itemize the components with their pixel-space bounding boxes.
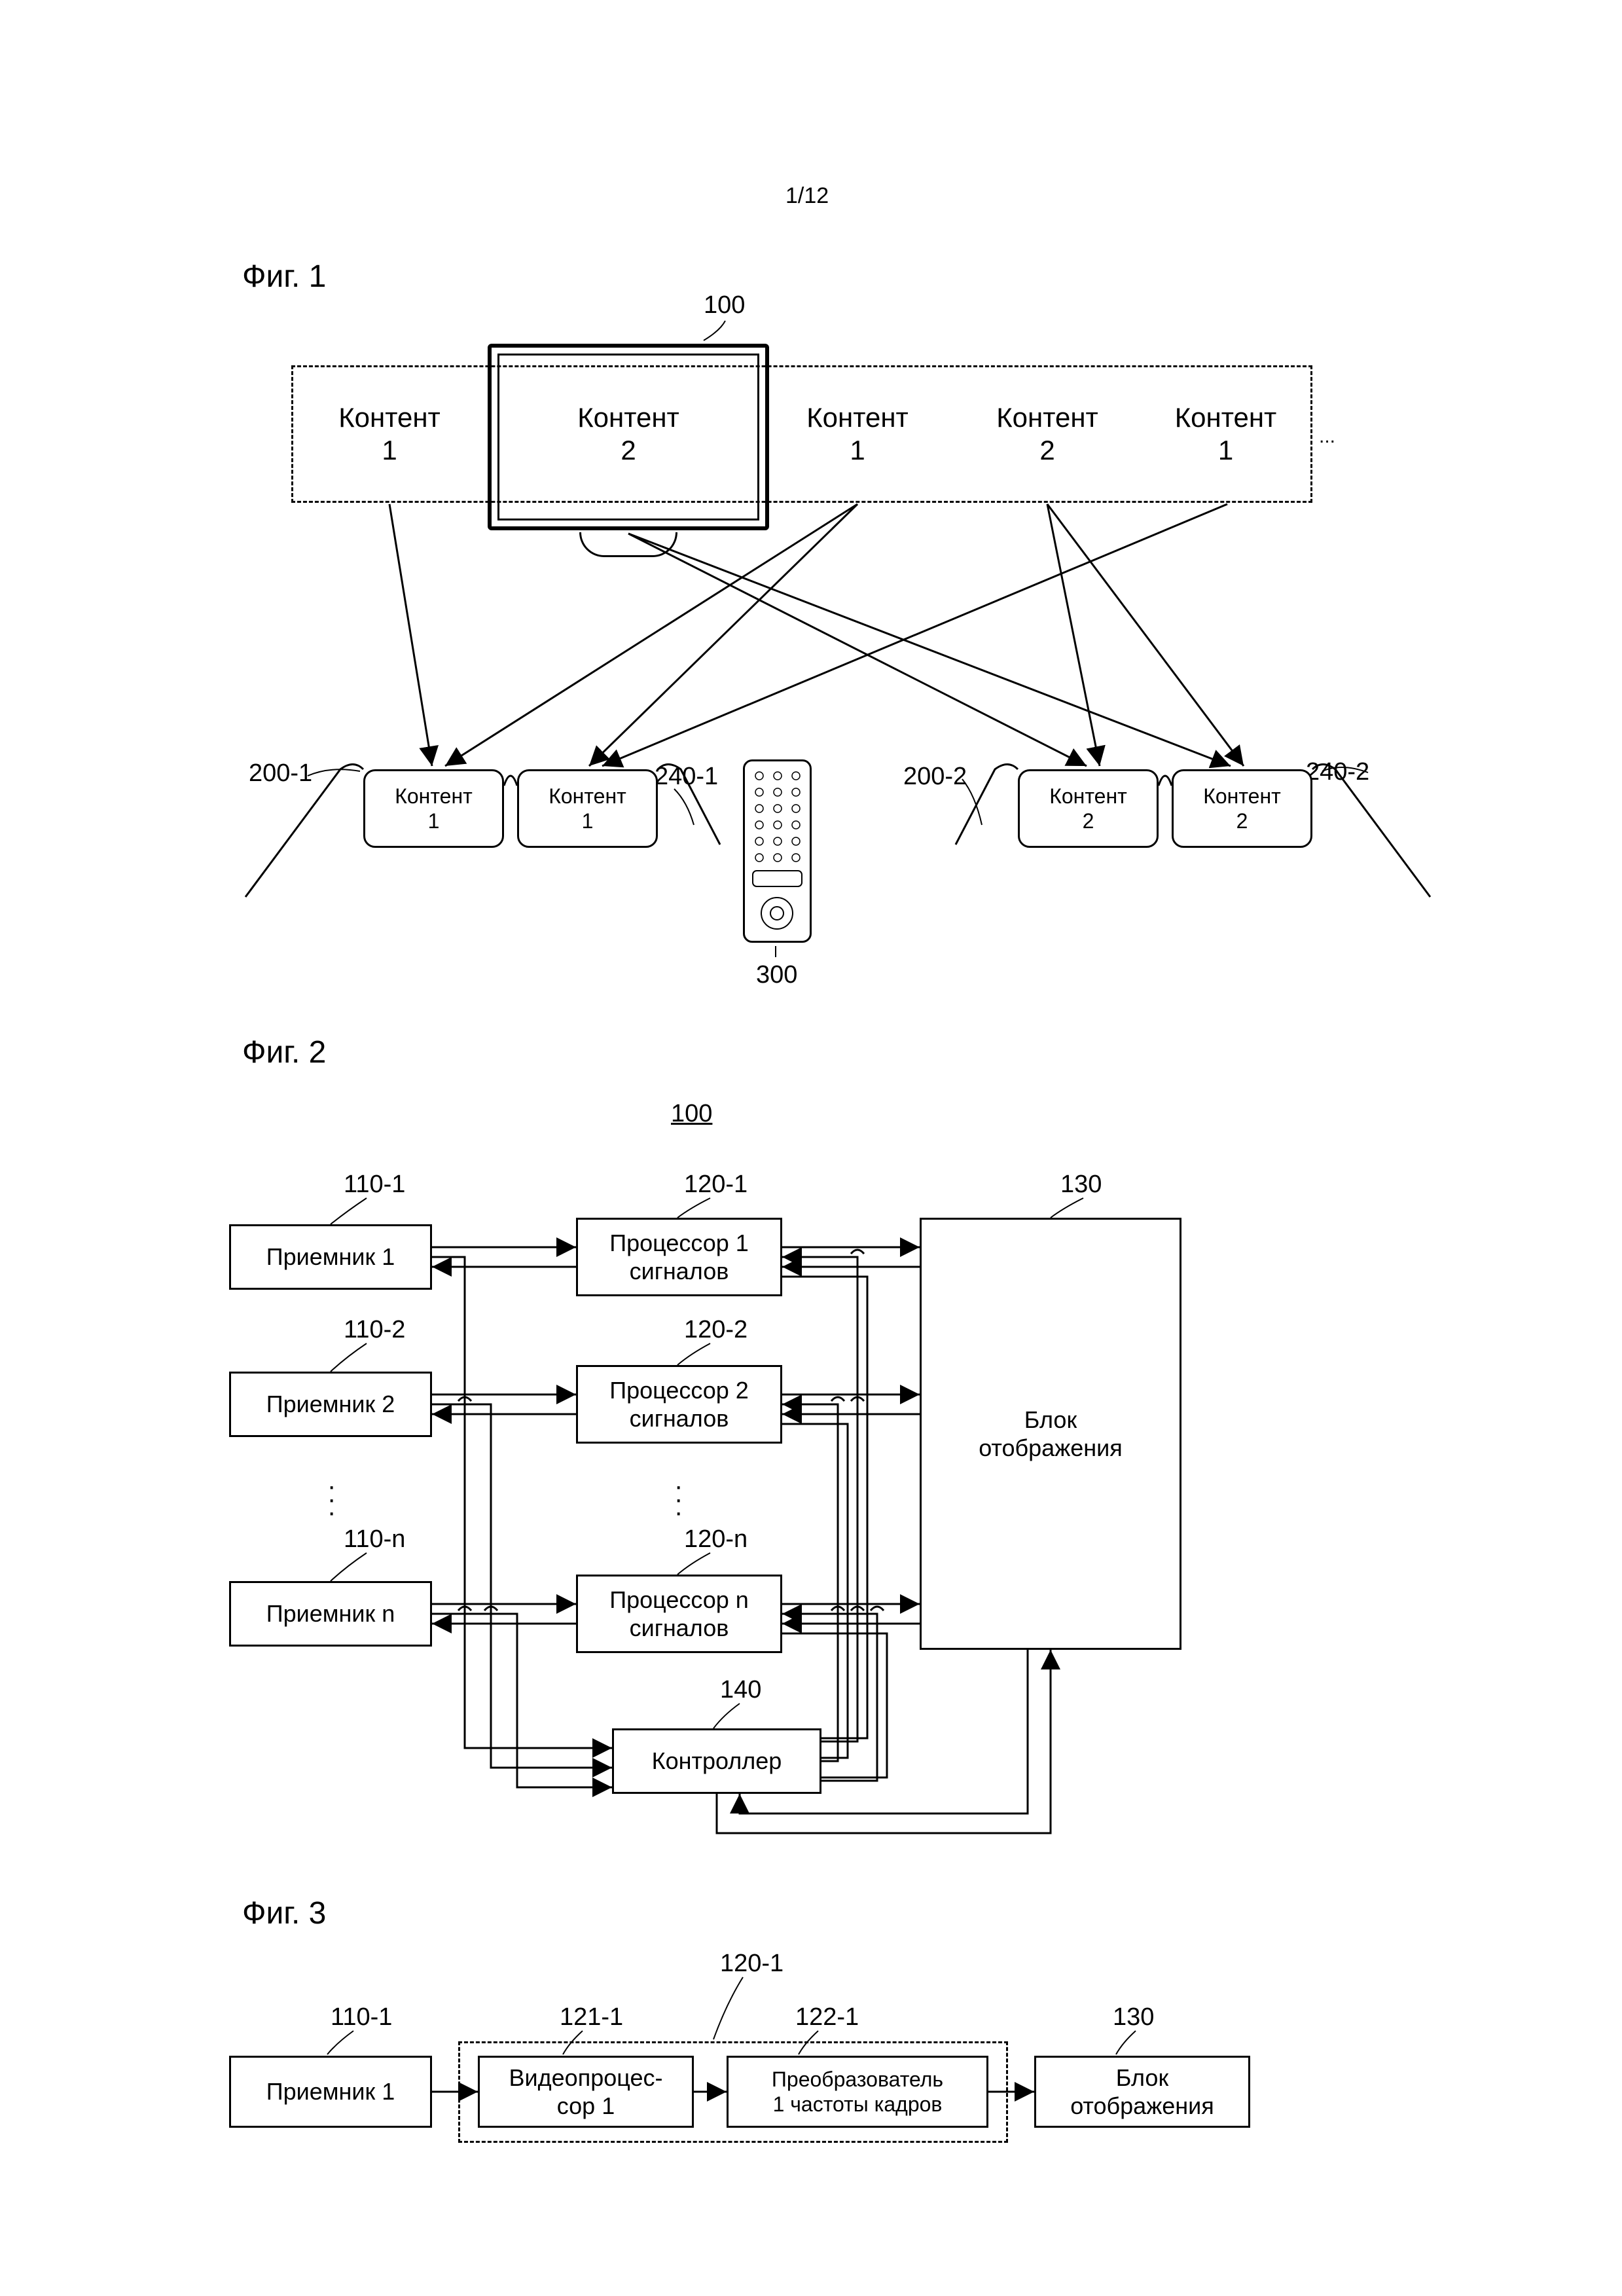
tv-stand [579, 532, 677, 557]
vdots-recv: ··· [327, 1480, 336, 1519]
fig3-group-ref: 120-1 [720, 1950, 784, 1978]
remote-body [743, 759, 812, 943]
fig3-conv-ref: 122-1 [795, 2003, 859, 2032]
g2-lens-left: Контент 2 [1018, 769, 1159, 848]
fig3-label: Фиг. 3 [242, 1895, 326, 1931]
vdots-proc: ··· [674, 1480, 683, 1519]
content-box-3: Контент 1 [772, 369, 943, 500]
fig2-label: Фиг. 2 [242, 1034, 326, 1070]
fig3-disp-box: Блок отображения [1034, 2056, 1250, 2128]
strip-ellipsis: ... [1319, 426, 1335, 448]
procn-box: Процессор n сигналов [576, 1575, 782, 1653]
fig3-vproc-box: Видеопроцес- сор 1 [478, 2056, 694, 2128]
disp-ref: 130 [1060, 1171, 1102, 1199]
recv2-ref: 110-2 [344, 1316, 405, 1344]
g2-lens-right: Контент 2 [1172, 769, 1312, 848]
proc1-box: Процессор 1 сигналов [576, 1218, 782, 1296]
procn-ref: 120-n [684, 1525, 748, 1554]
proc2-box: Процессор 2 сигналов [576, 1365, 782, 1444]
g1-lens-left: Контент 1 [363, 769, 504, 848]
fig3-vproc-ref: 121-1 [560, 2003, 623, 2032]
fig3-recv-box: Приемник 1 [229, 2056, 432, 2128]
ctrl-box: Контроллер [612, 1728, 821, 1794]
content-box-5: Контент 1 [1142, 369, 1309, 500]
fig3-recv-ref: 110-1 [331, 2003, 392, 2032]
fig1-label: Фиг. 1 [242, 259, 326, 295]
proc1-ref: 120-1 [684, 1171, 748, 1199]
svg-overlay [0, 0, 1622, 2296]
g1-ref-right: 240-1 [655, 763, 718, 791]
fig3-conv-box: Преобразователь 1 частоты кадров [727, 2056, 988, 2128]
fig2-title-ref: 100 [671, 1100, 712, 1128]
fig3-disp-ref: 130 [1113, 2003, 1154, 2032]
disp-box: Блок отображения [920, 1218, 1181, 1650]
recv1-ref: 110-1 [344, 1171, 405, 1199]
recv1-box: Приемник 1 [229, 1224, 432, 1290]
content-box-2: Контент 2 [501, 369, 756, 500]
g1-ref-left: 200-1 [249, 759, 312, 788]
recvn-box: Приемник n [229, 1581, 432, 1647]
g1-lens-right: Контент 1 [517, 769, 658, 848]
ctrl-ref: 140 [720, 1676, 761, 1704]
content-box-4: Контент 2 [962, 369, 1132, 500]
content-box-1: Контент 1 [295, 369, 484, 500]
remote-ref: 300 [756, 961, 797, 989]
fig1-tv-ref: 100 [704, 291, 745, 319]
g2-ref-left: 200-2 [903, 763, 967, 791]
recvn-ref: 110-n [344, 1525, 405, 1554]
page-number: 1/12 [785, 183, 829, 209]
proc2-ref: 120-2 [684, 1316, 748, 1344]
g2-ref-right: 240-2 [1306, 758, 1369, 786]
recv2-box: Приемник 2 [229, 1372, 432, 1437]
